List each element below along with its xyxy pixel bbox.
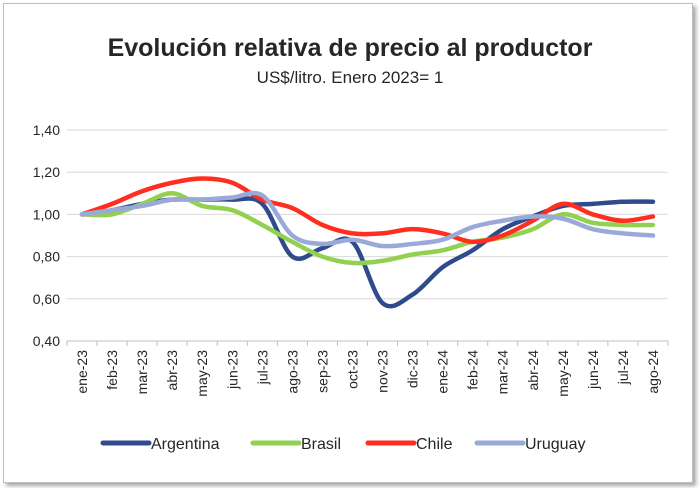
series-lines	[79, 176, 656, 309]
x-tick-label: jul-23	[254, 350, 270, 385]
chart-title: Evolución relativa de precio al producto…	[107, 34, 593, 62]
x-tick-label: nov-23	[375, 350, 391, 393]
x-tick-label: feb-24	[465, 350, 481, 390]
x-tick-label: feb-23	[104, 350, 120, 390]
x-tick-label: jun-24	[585, 350, 601, 390]
x-tick-label: ago-23	[284, 350, 300, 394]
x-tick-label: jul-24	[615, 350, 631, 385]
y-tick-label: 0,80	[33, 249, 60, 265]
legend-label-uruguay: Uruguay	[525, 436, 585, 453]
y-tick-label: 1,00	[33, 206, 60, 222]
x-tick-label: may-24	[555, 350, 571, 397]
x-tick-label: oct-23	[344, 350, 360, 389]
x-tick-label: abr-24	[525, 350, 541, 391]
legend-label-brasil: Brasil	[301, 436, 341, 453]
y-tick-label: 0,40	[33, 333, 60, 349]
x-tick-label: ene-23	[74, 350, 90, 394]
x-tick-label: may-23	[194, 350, 210, 397]
x-tick-label: ago-24	[645, 350, 661, 394]
chart-frame	[3, 3, 693, 483]
y-tick-label: 1,40	[33, 122, 60, 138]
chart-subtitle: US$/litro. Enero 2023= 1	[256, 68, 444, 87]
x-tick-label: ene-24	[435, 350, 451, 394]
x-tick-label: abr-23	[164, 350, 180, 391]
legend-label-chile: Chile	[416, 436, 453, 453]
x-tick-label: mar-24	[495, 350, 511, 395]
y-axis-ticks: 0,40 0,60 0,80 1,00 1,20 1,40	[33, 122, 60, 349]
legend: Argentina Brasil Chile Uruguay	[100, 436, 585, 453]
x-tick-label: sep-23	[314, 350, 330, 393]
x-axis: ene-23 feb-23 mar-23 abr-23 may-23 jun-23 jul-…	[66, 340, 669, 397]
legend-label-argentina: Argentina	[151, 436, 220, 453]
series-line-uruguay	[79, 190, 656, 249]
series-line-chile	[79, 176, 656, 245]
x-tick-label: mar-23	[134, 350, 150, 395]
x-tick-label: jun-23	[224, 350, 240, 390]
series-line-brasil	[79, 191, 656, 266]
x-tick-label: dic-23	[405, 350, 421, 388]
y-tick-label: 0,60	[33, 291, 60, 307]
y-tick-label: 1,20	[33, 164, 60, 180]
